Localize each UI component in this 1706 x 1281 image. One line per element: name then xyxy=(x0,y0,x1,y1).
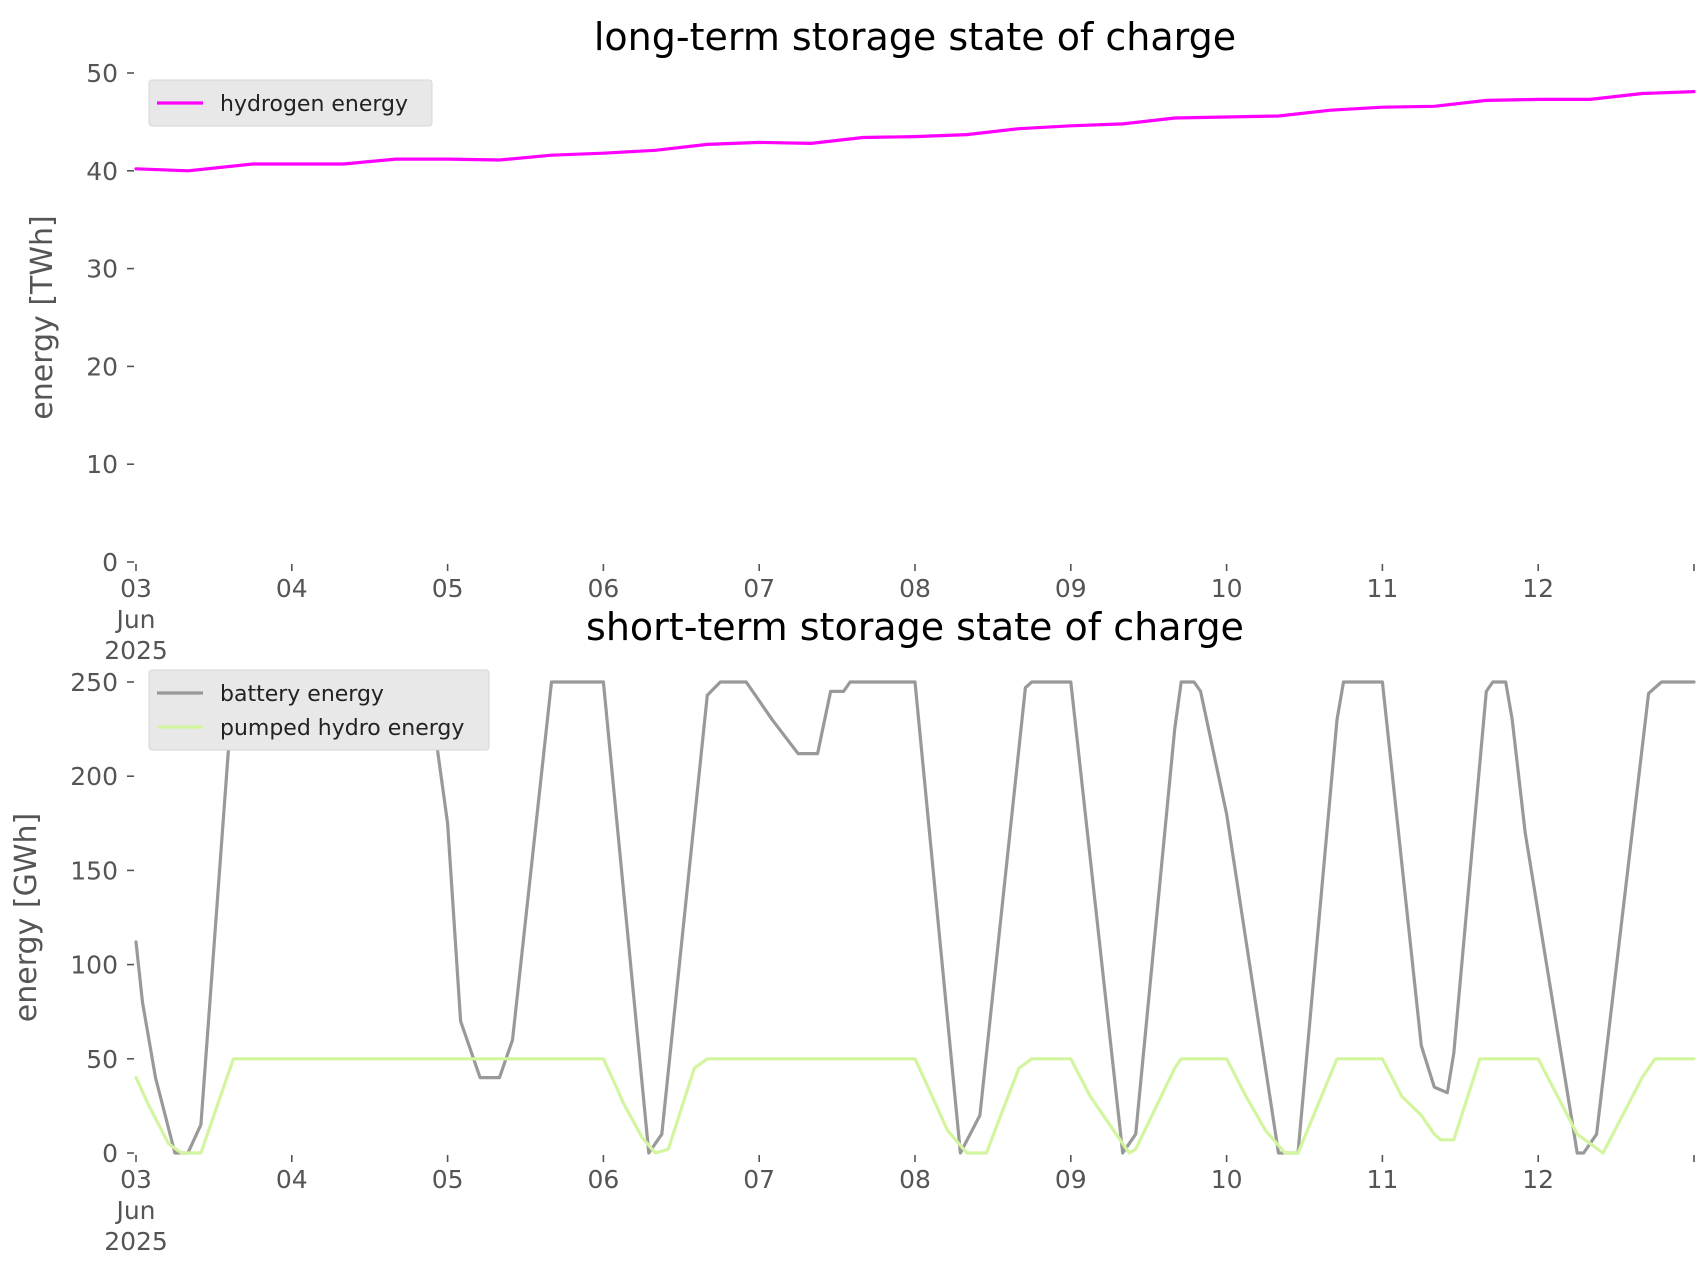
series-line-pumped-hydro-energy xyxy=(134,1057,1696,1155)
x-tick-label: 2025 xyxy=(104,1227,168,1256)
x-tick-label: 2025 xyxy=(104,636,168,665)
x-tick-label: 05 xyxy=(432,574,464,603)
x-tick-label: 06 xyxy=(587,1165,619,1194)
x-tick-label: 09 xyxy=(1055,574,1087,603)
y-tick-label: 150 xyxy=(70,856,118,885)
x-tick-label: Jun xyxy=(114,605,155,634)
x-tick-label: 11 xyxy=(1366,574,1398,603)
x-tick-label: 04 xyxy=(276,574,308,603)
x-tick-label: Jun xyxy=(114,1196,155,1225)
x-tick-label: 10 xyxy=(1211,1165,1243,1194)
x-tick-label: 03 xyxy=(120,1165,152,1194)
series-line-hydrogen-energy xyxy=(134,89,1696,173)
legend: battery energy pumped hydro energy xyxy=(148,669,490,751)
x-tick-label: 03 xyxy=(120,574,152,603)
y-tick-label: 50 xyxy=(86,1045,118,1074)
x-tick-label: 05 xyxy=(432,1165,464,1194)
legend-label: hydrogen energy xyxy=(220,92,408,117)
y-tick-label: 20 xyxy=(86,352,118,381)
x-tick-label: 06 xyxy=(587,574,619,603)
y-axis-label: energy [TWh] xyxy=(25,215,60,419)
y-axis-label: energy [GWh] xyxy=(9,813,44,1022)
series-line-battery-energy xyxy=(134,680,1696,1155)
x-tick-label: 10 xyxy=(1211,574,1243,603)
y-tick-label: 250 xyxy=(70,668,118,697)
x-tick-label: 08 xyxy=(899,1165,931,1194)
chart-title: short-term storage state of charge xyxy=(586,605,1244,649)
chart-title: long-term storage state of charge xyxy=(594,15,1236,59)
y-tick-label: 30 xyxy=(86,255,118,284)
x-tick-label: 07 xyxy=(743,1165,775,1194)
y-tick-label: 0 xyxy=(102,1139,118,1168)
legend: hydrogen energy xyxy=(148,79,433,127)
x-tick-label: 07 xyxy=(743,574,775,603)
x-tick-label: 08 xyxy=(899,574,931,603)
y-tick-label: 0 xyxy=(102,548,118,577)
y-tick-label: 50 xyxy=(86,59,118,88)
legend-box xyxy=(148,79,433,127)
legend-box xyxy=(148,669,490,751)
x-tick-label: 09 xyxy=(1055,1165,1087,1194)
x-tick-label: 12 xyxy=(1522,1165,1554,1194)
legend-label: pumped hydro energy xyxy=(220,716,464,741)
x-tick-label: 12 xyxy=(1522,574,1554,603)
y-tick-label: 40 xyxy=(86,157,118,186)
legend-label: battery energy xyxy=(220,682,384,707)
x-tick-label: 11 xyxy=(1366,1165,1398,1194)
short-term-storage-panel: short-term storage state of charge energy… xyxy=(9,605,1696,1256)
long-term-storage-panel: long-term storage state of charge energy … xyxy=(25,15,1696,665)
y-tick-label: 100 xyxy=(70,951,118,980)
y-tick-label: 200 xyxy=(70,762,118,791)
y-tick-label: 10 xyxy=(86,450,118,479)
x-tick-label: 04 xyxy=(276,1165,308,1194)
